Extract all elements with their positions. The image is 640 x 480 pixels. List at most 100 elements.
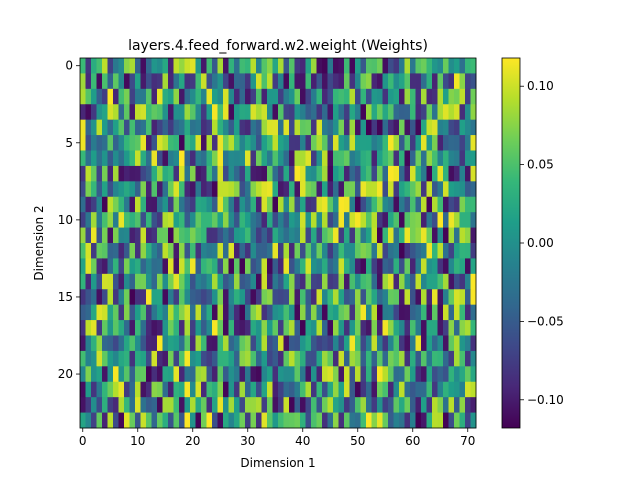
heatmap-cell [107, 258, 114, 275]
heatmap-cell [173, 181, 180, 198]
heatmap-cell [415, 119, 422, 136]
heatmap-cell [344, 73, 350, 90]
heatmap-cell [377, 304, 383, 321]
heatmap-cell [338, 397, 345, 413]
heatmap-cell [223, 135, 229, 151]
heatmap-cell [300, 335, 306, 352]
heatmap-cell [129, 212, 136, 228]
heatmap-cell [113, 135, 119, 151]
heatmap-cell [223, 289, 229, 306]
heatmap-cell [393, 88, 400, 105]
heatmap-cell [168, 397, 174, 413]
heatmap-cell [410, 335, 416, 352]
heatmap-cell [206, 335, 213, 352]
heatmap-cell [305, 212, 312, 228]
heatmap-cell [393, 320, 400, 336]
heatmap-cell [465, 381, 471, 398]
heatmap-cell [355, 135, 361, 151]
heatmap-cell [349, 135, 356, 151]
heatmap-cell [201, 397, 207, 413]
heatmap-cell [272, 397, 279, 413]
heatmap-cell [377, 320, 383, 336]
heatmap-cell [80, 135, 86, 151]
heatmap-cell [267, 212, 273, 228]
heatmap-cell [443, 350, 449, 367]
heatmap-cell [454, 289, 460, 306]
heatmap-cell [465, 73, 471, 90]
heatmap-cell [393, 135, 400, 151]
heatmap-cell [305, 181, 312, 198]
heatmap-cell [448, 88, 455, 105]
heatmap-cell [454, 335, 460, 352]
heatmap-cell [322, 350, 328, 367]
heatmap-cell [102, 88, 108, 105]
heatmap-cell [168, 212, 174, 228]
heatmap-cell [377, 181, 383, 198]
heatmap-cell [261, 381, 268, 398]
heatmap-cell [201, 412, 207, 429]
heatmap-cell [366, 196, 372, 213]
heatmap-cell [344, 88, 350, 105]
heatmap-cell [311, 397, 317, 413]
heatmap-cell [234, 412, 240, 429]
heatmap-cell [443, 165, 449, 182]
heatmap-cell [173, 196, 180, 213]
heatmap-cell [327, 350, 334, 367]
heatmap-cell [179, 135, 185, 151]
heatmap-cell [272, 381, 279, 398]
heatmap-cell [305, 227, 312, 244]
heatmap-cell [366, 350, 372, 367]
heatmap-cell [168, 181, 174, 198]
heatmap-cell [311, 258, 317, 275]
heatmap-cell [349, 212, 356, 228]
heatmap-cell [426, 58, 433, 74]
heatmap-cell [448, 150, 455, 167]
heatmap-cell [421, 227, 427, 244]
heatmap-cell [327, 412, 334, 429]
heatmap-cell [388, 381, 394, 398]
heatmap-cell [217, 366, 224, 383]
heatmap-cell [415, 273, 422, 290]
heatmap-cell [311, 289, 317, 306]
heatmap-cell [162, 366, 169, 383]
heatmap-cell [305, 243, 312, 259]
heatmap-cell [190, 165, 196, 182]
heatmap-cell [305, 258, 312, 275]
heatmap-cell [371, 320, 378, 336]
heatmap-cell [217, 73, 224, 90]
heatmap-cell [162, 135, 169, 151]
heatmap-cell [360, 196, 367, 213]
heatmap-cell [250, 412, 257, 429]
heatmap-cell [168, 119, 174, 136]
heatmap-cell [388, 366, 394, 383]
heatmap-cell [239, 150, 246, 167]
x-tick-label: 0 [79, 434, 87, 448]
heatmap-cell [206, 289, 213, 306]
heatmap-cell [344, 258, 350, 275]
heatmap-cell [118, 258, 125, 275]
heatmap-cell [316, 366, 323, 383]
heatmap-cell [399, 227, 405, 244]
heatmap-cell [443, 289, 449, 306]
heatmap-cell [338, 366, 345, 383]
heatmap-cell [344, 366, 350, 383]
heatmap-cell [179, 350, 185, 367]
heatmap-cell [96, 104, 103, 121]
heatmap-cell [140, 320, 147, 336]
heatmap-cell [322, 366, 328, 383]
heatmap-cell [278, 104, 284, 121]
heatmap-cell [283, 366, 290, 383]
heatmap-cell [349, 412, 356, 429]
heatmap-cell [118, 104, 125, 121]
heatmap-cell [80, 196, 86, 213]
heatmap-cell [360, 335, 367, 352]
heatmap-cell [80, 258, 86, 275]
heatmap-cell [393, 304, 400, 321]
heatmap-cell [234, 335, 240, 352]
heatmap-cell [404, 320, 411, 336]
heatmap-cell [289, 119, 295, 136]
heatmap-cell [333, 196, 339, 213]
heatmap-cell [278, 397, 284, 413]
heatmap-cell [96, 258, 103, 275]
heatmap-cell [410, 273, 416, 290]
